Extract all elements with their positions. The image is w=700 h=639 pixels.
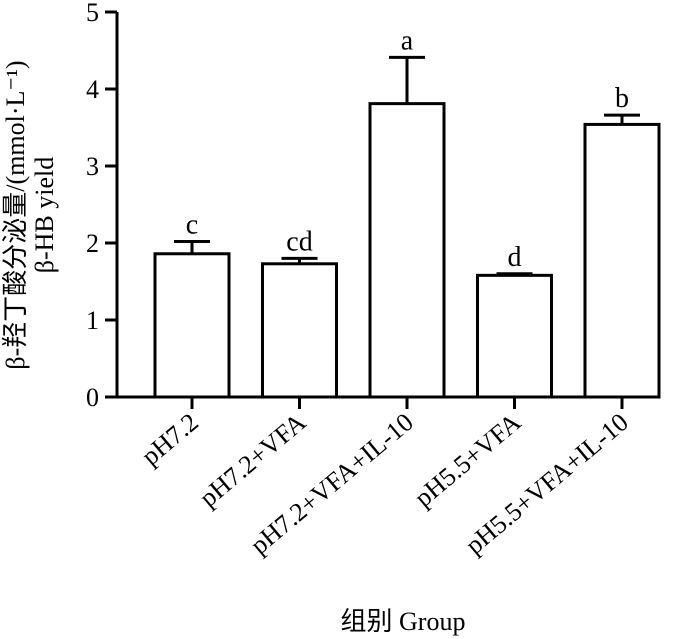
y-tick-label: 3 [86,152,99,181]
significance-label: d [508,242,522,273]
y-tick-label: 0 [86,383,99,412]
significance-label: b [615,83,629,114]
y-tick-label: 4 [86,75,99,104]
significance-label: cd [286,226,312,257]
significance-label: a [401,25,414,56]
plot-area: 012345cpH7.2cdpH7.2+VFAapH7.2+VFA+IL-10d… [86,0,661,560]
y-tick-label: 2 [86,229,99,258]
x-category-label: pH7.2 [136,407,204,471]
bar [153,252,231,399]
bar [368,102,446,399]
x-axis-title: 组别 Group [341,607,466,636]
y-tick-label: 5 [86,0,99,27]
bar [583,122,661,399]
bar [261,262,338,399]
bar [476,273,553,399]
significance-label: c [186,209,198,240]
y-axis-title-cn: β-羟丁酸分泌量/(mmol·L⁻¹) [1,60,30,369]
y-tick-label: 1 [86,306,99,335]
y-axis-title-en: β-HB yield [30,157,59,274]
